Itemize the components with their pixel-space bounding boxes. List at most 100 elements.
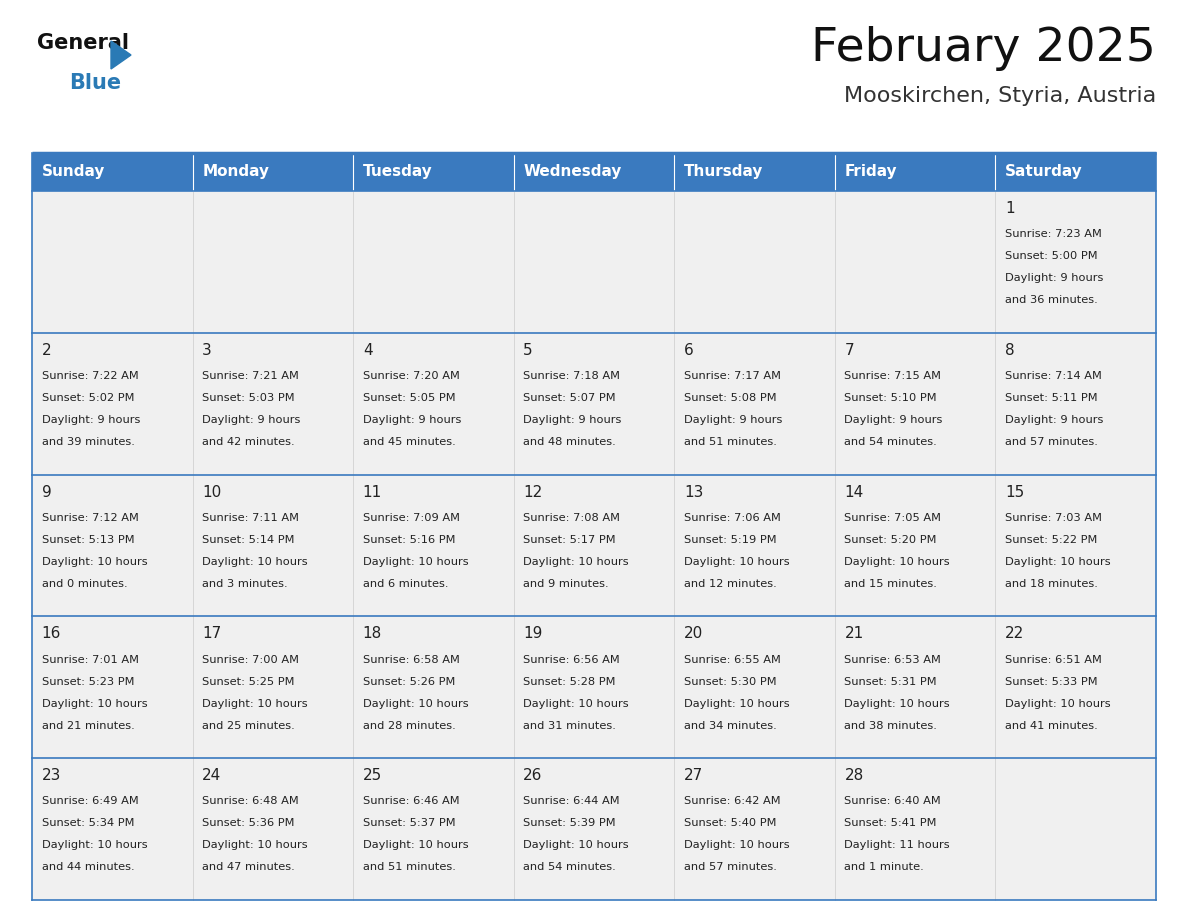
Text: Sunset: 5:34 PM: Sunset: 5:34 PM: [42, 819, 134, 828]
Bar: [32, 153, 192, 191]
Text: and 54 minutes.: and 54 minutes.: [524, 862, 617, 872]
Text: Thursday: Thursday: [684, 164, 764, 180]
Text: Sunset: 5:05 PM: Sunset: 5:05 PM: [362, 393, 455, 403]
Bar: [353, 333, 513, 475]
Bar: [32, 191, 192, 333]
Text: 19: 19: [524, 626, 543, 642]
Text: Sunrise: 7:22 AM: Sunrise: 7:22 AM: [42, 371, 138, 381]
Bar: [192, 616, 353, 758]
Text: Daylight: 10 hours: Daylight: 10 hours: [684, 557, 790, 566]
Text: Sunrise: 6:44 AM: Sunrise: 6:44 AM: [524, 797, 620, 807]
Text: and 41 minutes.: and 41 minutes.: [1005, 721, 1098, 731]
Text: Sunset: 5:25 PM: Sunset: 5:25 PM: [202, 677, 295, 687]
Text: Sunrise: 7:15 AM: Sunrise: 7:15 AM: [845, 371, 942, 381]
Text: and 39 minutes.: and 39 minutes.: [42, 437, 134, 447]
Text: 28: 28: [845, 768, 864, 783]
Text: Sunrise: 6:49 AM: Sunrise: 6:49 AM: [42, 797, 138, 807]
Text: 7: 7: [845, 342, 854, 358]
Text: Sunset: 5:37 PM: Sunset: 5:37 PM: [362, 819, 455, 828]
Text: and 0 minutes.: and 0 minutes.: [42, 579, 127, 588]
Text: Daylight: 10 hours: Daylight: 10 hours: [202, 841, 308, 850]
Text: Sunrise: 6:58 AM: Sunrise: 6:58 AM: [362, 655, 460, 665]
Text: Sunset: 5:14 PM: Sunset: 5:14 PM: [202, 535, 295, 545]
Bar: [835, 475, 996, 616]
Text: and 25 minutes.: and 25 minutes.: [202, 721, 295, 731]
Polygon shape: [110, 41, 131, 69]
Bar: [835, 616, 996, 758]
Text: Wednesday: Wednesday: [524, 164, 621, 180]
Text: 8: 8: [1005, 342, 1015, 358]
Text: 4: 4: [362, 342, 372, 358]
Text: Daylight: 10 hours: Daylight: 10 hours: [684, 699, 790, 709]
Text: and 6 minutes.: and 6 minutes.: [362, 579, 448, 588]
Text: 6: 6: [684, 342, 694, 358]
Text: Sunset: 5:22 PM: Sunset: 5:22 PM: [1005, 535, 1098, 545]
Text: Sunrise: 7:23 AM: Sunrise: 7:23 AM: [1005, 230, 1102, 240]
Bar: [353, 758, 513, 900]
Text: and 28 minutes.: and 28 minutes.: [362, 721, 455, 731]
Text: Sunset: 5:33 PM: Sunset: 5:33 PM: [1005, 677, 1098, 687]
Text: Daylight: 10 hours: Daylight: 10 hours: [42, 557, 147, 566]
Bar: [192, 475, 353, 616]
Bar: [996, 758, 1156, 900]
Text: Sunrise: 7:03 AM: Sunrise: 7:03 AM: [1005, 513, 1102, 523]
Text: Sunset: 5:17 PM: Sunset: 5:17 PM: [524, 535, 615, 545]
Bar: [675, 333, 835, 475]
Text: 3: 3: [202, 342, 211, 358]
Text: Sunrise: 7:12 AM: Sunrise: 7:12 AM: [42, 513, 139, 523]
Text: Sunset: 5:19 PM: Sunset: 5:19 PM: [684, 535, 777, 545]
Text: Daylight: 9 hours: Daylight: 9 hours: [524, 415, 621, 425]
Text: 23: 23: [42, 768, 61, 783]
Text: and 9 minutes.: and 9 minutes.: [524, 579, 609, 588]
Text: Sunday: Sunday: [42, 164, 105, 180]
Text: Sunrise: 6:48 AM: Sunrise: 6:48 AM: [202, 797, 299, 807]
Bar: [513, 191, 675, 333]
Text: 22: 22: [1005, 626, 1024, 642]
Text: Sunset: 5:36 PM: Sunset: 5:36 PM: [202, 819, 295, 828]
Text: Sunset: 5:03 PM: Sunset: 5:03 PM: [202, 393, 295, 403]
Text: 26: 26: [524, 768, 543, 783]
Bar: [32, 475, 192, 616]
Text: Sunrise: 6:42 AM: Sunrise: 6:42 AM: [684, 797, 781, 807]
Text: and 45 minutes.: and 45 minutes.: [362, 437, 455, 447]
Text: and 51 minutes.: and 51 minutes.: [684, 437, 777, 447]
Bar: [192, 758, 353, 900]
Text: and 21 minutes.: and 21 minutes.: [42, 721, 134, 731]
Text: and 36 minutes.: and 36 minutes.: [1005, 296, 1098, 305]
Text: 12: 12: [524, 485, 543, 499]
Text: Sunrise: 7:20 AM: Sunrise: 7:20 AM: [362, 371, 460, 381]
Text: Sunrise: 7:01 AM: Sunrise: 7:01 AM: [42, 655, 139, 665]
Bar: [513, 616, 675, 758]
Text: Saturday: Saturday: [1005, 164, 1082, 180]
Bar: [996, 153, 1156, 191]
Text: and 57 minutes.: and 57 minutes.: [684, 862, 777, 872]
Text: Daylight: 9 hours: Daylight: 9 hours: [42, 415, 140, 425]
Bar: [192, 153, 353, 191]
Text: Sunrise: 7:18 AM: Sunrise: 7:18 AM: [524, 371, 620, 381]
Text: Sunrise: 7:21 AM: Sunrise: 7:21 AM: [202, 371, 299, 381]
Text: and 47 minutes.: and 47 minutes.: [202, 862, 295, 872]
Text: February 2025: February 2025: [811, 26, 1156, 71]
Text: Sunset: 5:23 PM: Sunset: 5:23 PM: [42, 677, 134, 687]
Text: and 42 minutes.: and 42 minutes.: [202, 437, 295, 447]
Text: 10: 10: [202, 485, 221, 499]
Text: 2: 2: [42, 342, 51, 358]
Text: Sunset: 5:41 PM: Sunset: 5:41 PM: [845, 819, 937, 828]
Text: Sunset: 5:31 PM: Sunset: 5:31 PM: [845, 677, 937, 687]
Bar: [353, 616, 513, 758]
Text: 15: 15: [1005, 485, 1024, 499]
Text: 1: 1: [1005, 201, 1015, 216]
Text: Blue: Blue: [69, 73, 121, 93]
Bar: [996, 616, 1156, 758]
Text: Daylight: 10 hours: Daylight: 10 hours: [202, 699, 308, 709]
Text: Sunrise: 7:05 AM: Sunrise: 7:05 AM: [845, 513, 942, 523]
Bar: [513, 333, 675, 475]
Bar: [835, 191, 996, 333]
Text: Sunrise: 7:14 AM: Sunrise: 7:14 AM: [1005, 371, 1102, 381]
Text: Sunset: 5:28 PM: Sunset: 5:28 PM: [524, 677, 615, 687]
Text: and 18 minutes.: and 18 minutes.: [1005, 579, 1098, 588]
Text: and 51 minutes.: and 51 minutes.: [362, 862, 456, 872]
Text: Daylight: 9 hours: Daylight: 9 hours: [202, 415, 301, 425]
Text: Daylight: 10 hours: Daylight: 10 hours: [362, 557, 468, 566]
Text: Daylight: 9 hours: Daylight: 9 hours: [362, 415, 461, 425]
